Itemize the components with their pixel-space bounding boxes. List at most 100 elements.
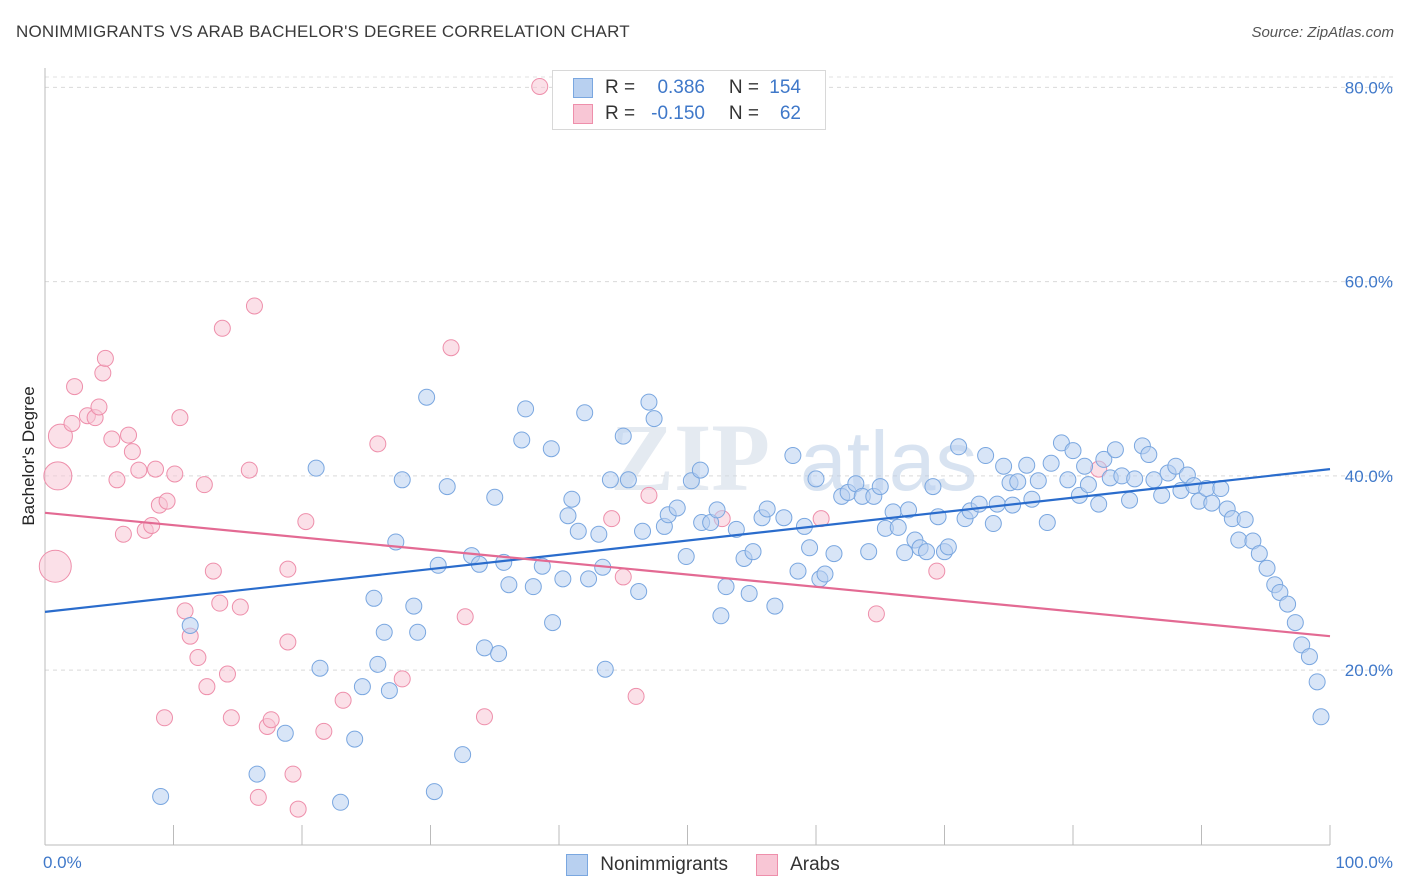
arabs-point — [262, 711, 280, 729]
nonimmigrants-point — [1286, 614, 1304, 632]
nonimmigrants-point — [554, 570, 572, 588]
nonimmigrants-point — [438, 478, 456, 496]
arabs-point — [63, 414, 81, 432]
nonimmigrants-point — [1140, 446, 1158, 464]
nonimmigrants-point — [418, 388, 436, 406]
nonimmigrants-point — [1038, 514, 1056, 532]
nonimmigrants-point — [405, 597, 423, 615]
nonimmigrants-point — [614, 427, 632, 445]
arabs-point — [130, 461, 148, 479]
nonimmigrants-point — [691, 461, 709, 479]
nonimmigrants-point — [454, 746, 472, 764]
nonimmigrants-point — [1167, 457, 1185, 475]
nonimmigrants-point — [580, 570, 598, 588]
nonimmigrants-point — [984, 515, 1002, 533]
nonimmigrants-point — [712, 607, 730, 625]
nonimmigrants-point — [1059, 471, 1077, 489]
legend-r-label: R = — [605, 77, 636, 98]
arabs-point — [143, 516, 161, 534]
arabs-point — [96, 349, 114, 367]
nonimmigrants-point — [369, 655, 387, 673]
arabs-point — [38, 549, 72, 583]
bottom-legend-item-arabs: Arabs — [756, 854, 840, 876]
bottom-legend-item-nonimmigrants: Nonimmigrants — [566, 854, 728, 876]
legend-n-value: 62 — [779, 103, 801, 124]
nonimmigrants-point — [896, 544, 914, 562]
nonimmigrants-point — [490, 645, 508, 663]
y-tick-label: 20.0% — [1345, 661, 1393, 680]
arabs-point — [43, 461, 73, 491]
nonimmigrants-point — [900, 501, 918, 519]
source-label: Source: ZipAtlas.com — [1251, 24, 1394, 41]
arabs-point — [249, 788, 267, 806]
arabs-point — [279, 560, 297, 578]
nonimmigrants-point — [619, 471, 637, 489]
arabs-point — [166, 465, 184, 483]
bottom-legend-label-arabs: Arabs — [790, 854, 840, 875]
arabs-point — [120, 426, 138, 444]
nonimmigrants-point — [393, 471, 411, 489]
nonimmigrants-point — [939, 538, 957, 556]
nonimmigrants-point — [533, 557, 551, 575]
trend-lines — [44, 468, 1331, 638]
legend-row-nonimmigrants: R = 0.386 N = 154 — [573, 76, 801, 100]
arabs-point — [456, 608, 474, 626]
nonimmigrants-point — [544, 614, 562, 632]
nonimmigrants-trend-line — [44, 468, 1331, 613]
nonimmigrants-point — [1203, 494, 1221, 512]
nonimmigrants-point — [789, 562, 807, 580]
arabs-point — [334, 691, 352, 709]
nonimmigrants-point — [988, 495, 1006, 513]
legend-r-value: -0.150 — [651, 103, 705, 124]
arabs-point — [297, 513, 315, 531]
arabs-point — [603, 510, 621, 528]
legend-n-label: N = — [728, 77, 759, 98]
arabs-point — [531, 77, 549, 95]
nonimmigrants-point — [740, 584, 758, 602]
nonimmigrants-point — [677, 548, 695, 566]
nonimmigrants-point — [524, 578, 542, 596]
nonimmigrants-point — [1029, 472, 1047, 490]
nonimmigrants-point — [995, 457, 1013, 475]
nonimmigrants-point — [1090, 495, 1108, 513]
arabs-point — [156, 709, 174, 727]
nonimmigrants-point — [425, 783, 443, 801]
arabs-point — [213, 319, 231, 337]
y-tick-label: 60.0% — [1345, 273, 1393, 292]
nonimmigrants-point — [807, 470, 825, 488]
arabs-point — [66, 378, 84, 396]
arabs-trend-line — [44, 511, 1331, 638]
nonimmigrants-point — [717, 578, 735, 596]
nonimmigrants-point — [744, 543, 762, 561]
nonimmigrants-point — [825, 545, 843, 563]
bottom-legend-label-nonimmigrants: Nonimmigrants — [600, 854, 729, 875]
nonimmigrants-point — [1079, 476, 1097, 494]
nonimmigrants-point — [307, 459, 325, 477]
nonimmigrants-point — [1121, 491, 1139, 509]
tick-labels: 20.0% 40.0% 60.0% 80.0% 0.0% 100.0% Bachelor's… — [19, 78, 1393, 872]
nonimmigrants-point — [1279, 595, 1297, 613]
nonimmigrants-point — [576, 404, 594, 422]
bottom-legend-swatch-arabs — [756, 854, 779, 876]
arabs-point — [204, 562, 222, 580]
legend-r-label: R = — [605, 103, 636, 124]
nonimmigrants-point — [1300, 648, 1318, 666]
legend-row-arabs: R = -0.150 N = 62 — [573, 102, 801, 126]
nonimmigrants-point — [640, 393, 658, 411]
nonimmigrants-point — [924, 478, 942, 496]
nonimmigrants-point — [1153, 486, 1171, 504]
arabs-point — [928, 562, 946, 580]
nonimmigrants-point — [1258, 559, 1276, 577]
nonimmigrants-point — [889, 518, 907, 536]
legend-r-value: 0.386 — [657, 77, 705, 98]
nonimmigrants-point — [513, 431, 531, 449]
watermark: ZIP atlas — [610, 404, 977, 511]
nonimmigrants-point — [977, 447, 995, 465]
nonimmigrants-point — [1236, 511, 1254, 529]
y-tick-label: 40.0% — [1345, 467, 1393, 486]
legend-n-label: N = — [728, 103, 759, 124]
nonimmigrants-point — [596, 660, 614, 678]
bottom-legend: Nonimmigrants Arabs — [0, 852, 1406, 878]
nonimmigrants-point — [276, 724, 294, 742]
nonimmigrants-point — [311, 659, 329, 677]
